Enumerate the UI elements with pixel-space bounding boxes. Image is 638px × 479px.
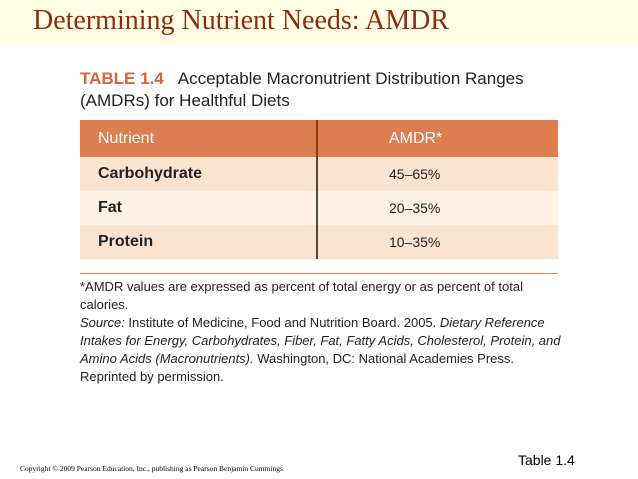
source-text: Institute of Medicine, Food and Nutritio… <box>124 315 440 330</box>
nutrient-cell: Protein <box>80 225 318 259</box>
asterisk-footnote: *AMDR values are expressed as percent of… <box>80 279 523 312</box>
source-rest: Washington, DC: National Academies Press… <box>80 351 514 384</box>
nutrient-cell: Fat <box>80 191 318 225</box>
amdr-table: Nutrient AMDR* Carbohydrate 45–65% Fat 2… <box>80 120 558 259</box>
table-row: Fat 20–35% <box>80 191 558 225</box>
nutrient-name: Protein <box>98 233 154 250</box>
amdr-value: 45–65% <box>389 166 441 182</box>
table-footnotes: *AMDR values are expressed as percent of… <box>80 278 562 386</box>
header-nutrient-label: Nutrient <box>98 129 155 147</box>
table-caption-text: Acceptable Macronutrient Distribution Ra… <box>80 69 524 110</box>
table-caption: TABLE 1.4 Acceptable Macronutrient Distri… <box>80 68 580 112</box>
table-bottom-rule <box>80 273 558 274</box>
source-title: Dietary Reference Intakes for Energy, Ca… <box>80 315 561 366</box>
table-header-row: Nutrient AMDR* <box>80 120 558 157</box>
amdr-cell: 20–35% <box>318 191 440 225</box>
header-amdr-label: AMDR* <box>389 129 443 147</box>
slide-title: Determining Nutrient Needs: AMDR <box>33 5 450 36</box>
table-row: Carbohydrate 45–65% <box>80 157 558 191</box>
amdr-value: 20–35% <box>389 200 441 216</box>
header-cell-nutrient: Nutrient <box>80 120 318 157</box>
copyright-notice: Copyright © 2009 Pearson Education, Inc.… <box>20 464 283 473</box>
amdr-cell: 10–35% <box>318 225 440 259</box>
source-label: Source: <box>80 315 125 330</box>
table-row: Protein 10–35% <box>80 225 558 259</box>
nutrient-name: Carbohydrate <box>98 165 203 182</box>
title-band: Determining Nutrient Needs: AMDR <box>0 0 638 46</box>
header-cell-amdr: AMDR* <box>318 120 442 157</box>
amdr-value: 10–35% <box>389 234 441 250</box>
nutrient-cell: Carbohydrate <box>80 157 318 191</box>
nutrient-name: Fat <box>98 199 122 216</box>
amdr-cell: 45–65% <box>318 157 440 191</box>
table-reference-label: Table 1.4 <box>518 452 575 468</box>
source-footnote: Source: Institute of Medicine, Food and … <box>80 314 562 386</box>
table-number: TABLE 1.4 <box>80 69 164 88</box>
